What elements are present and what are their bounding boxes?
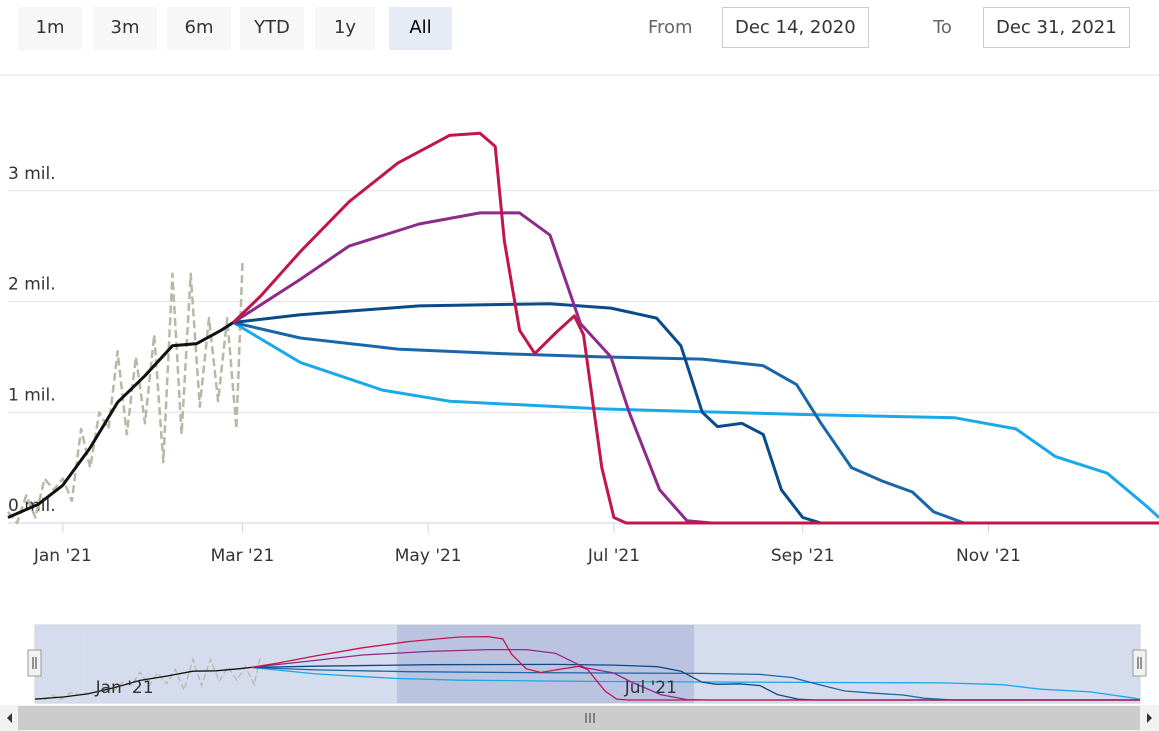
x-tick-label: Sep '21 <box>771 546 835 566</box>
navigator-line <box>251 663 1140 701</box>
range-button[interactable]: YTD <box>240 7 304 50</box>
series-line <box>232 321 1159 525</box>
navigator-line <box>34 666 252 700</box>
y-tick-label: 1 mil. <box>8 385 56 405</box>
navigator-tick-label: Jan '21 <box>95 678 154 698</box>
scroll-left[interactable] <box>7 713 12 723</box>
navigator-tick-label: Jul '21 <box>624 678 677 698</box>
handle-grip <box>32 657 37 669</box>
x-tick-label: Mar '21 <box>211 546 275 566</box>
x-tick-label: Jan '21 <box>33 546 92 566</box>
from-input[interactable]: Dec 14, 2020 <box>722 7 869 48</box>
range-button[interactable]: All <box>389 7 452 50</box>
from-label: From <box>648 17 693 38</box>
series-line <box>232 131 1159 525</box>
x-tick-label: Nov '21 <box>956 546 1021 566</box>
navigator-line <box>251 635 1140 701</box>
y-tick-label: 2 mil. <box>8 275 56 295</box>
navigator-line <box>251 666 1141 700</box>
navigator-line <box>34 657 261 701</box>
scrollbar-thumb[interactable] <box>18 706 1140 730</box>
navigator-line <box>251 666 1140 701</box>
range-button[interactable]: 1m <box>18 7 82 50</box>
range-button[interactable]: 1y <box>315 7 375 50</box>
scroll-right[interactable] <box>1147 713 1152 723</box>
x-tick-label: Jul '21 <box>587 546 640 566</box>
scrollbar-grip <box>585 713 595 723</box>
series-line <box>232 211 1159 525</box>
series-line <box>7 262 244 525</box>
x-tick-label: May '21 <box>395 546 462 566</box>
series-line <box>7 321 235 519</box>
range-button[interactable]: 6m <box>167 7 231 50</box>
y-tick-label: 3 mil. <box>8 164 56 184</box>
navigator-handle[interactable] <box>27 649 42 677</box>
series-line <box>233 302 1159 525</box>
handle-grip <box>1137 657 1142 669</box>
to-input[interactable]: Dec 31, 2021 <box>983 7 1130 48</box>
navigator-handle[interactable] <box>1132 649 1147 677</box>
series-line <box>232 321 1159 519</box>
range-button[interactable]: 3m <box>93 7 157 50</box>
to-label: To <box>933 17 952 38</box>
navigator-line <box>251 648 1140 701</box>
